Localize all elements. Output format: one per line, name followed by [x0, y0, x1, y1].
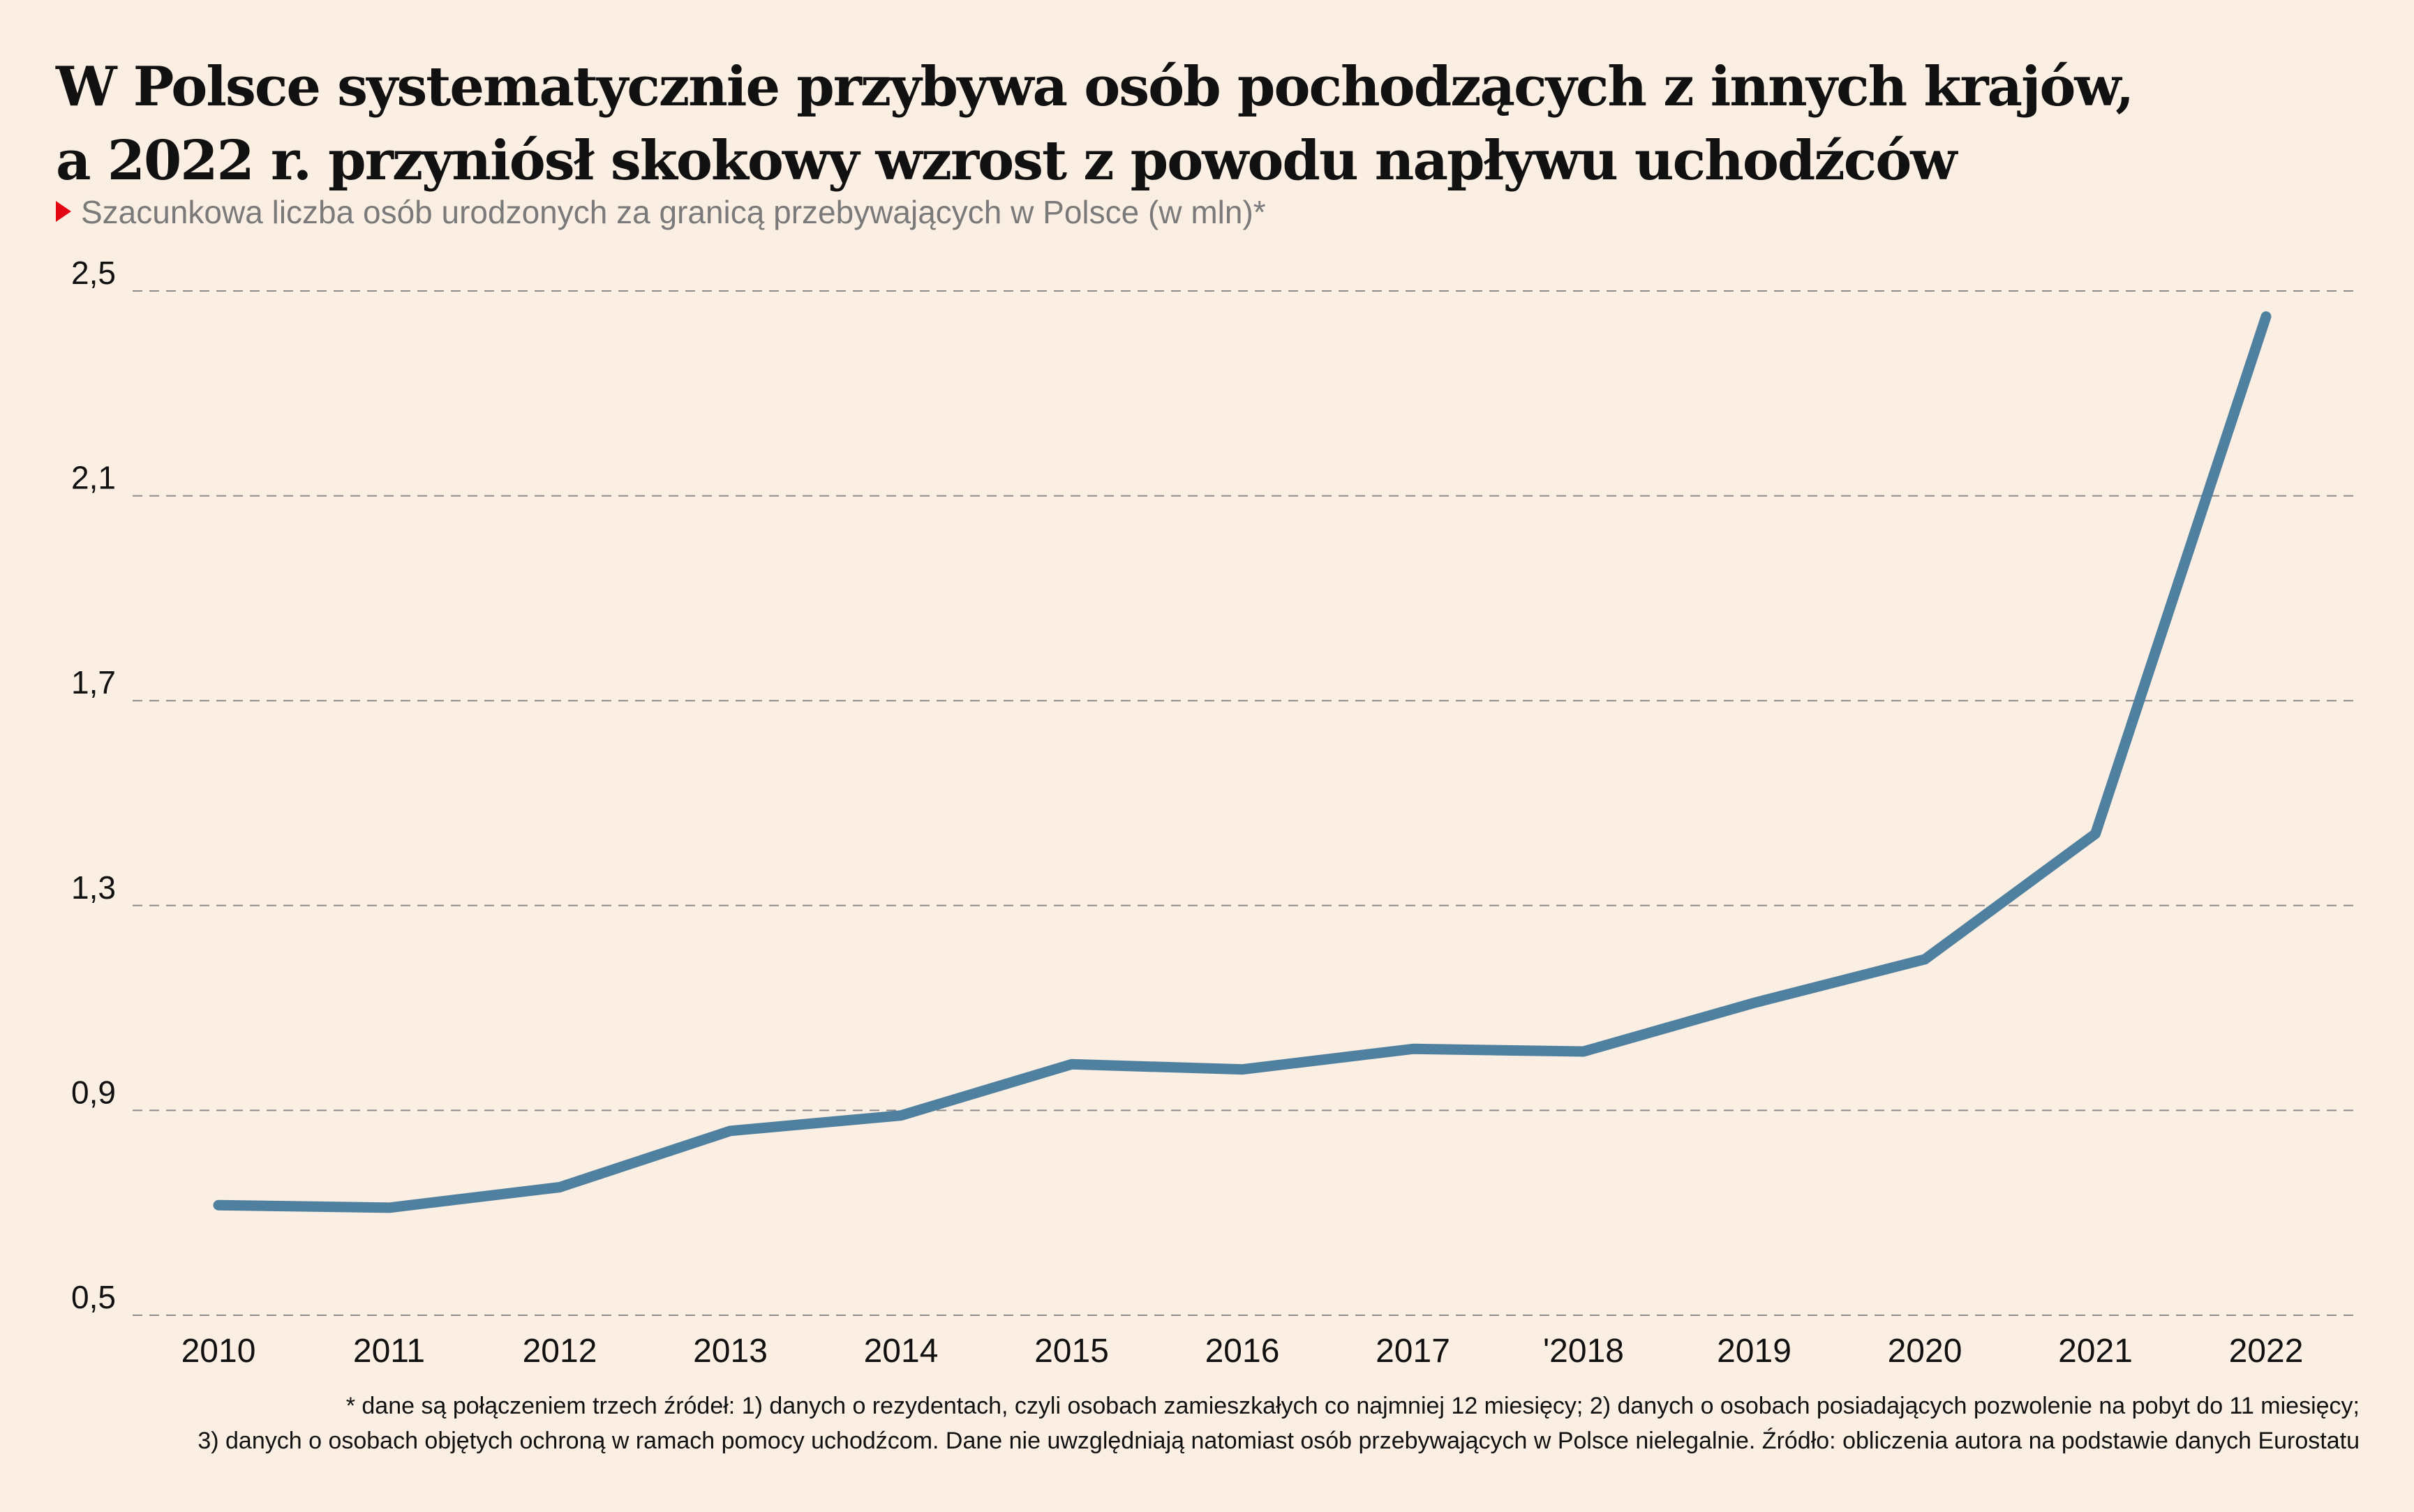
data-point	[559, 1187, 560, 1188]
x-tick-label: 2013	[693, 1333, 768, 1370]
data-point	[1413, 1048, 1414, 1049]
x-tick-label: 2015	[1034, 1333, 1109, 1370]
y-tick-label: 2,1	[71, 460, 116, 496]
x-tick-label: '2018	[1543, 1333, 1624, 1370]
x-tick-label: 2012	[523, 1333, 597, 1370]
data-point	[389, 1207, 390, 1208]
subtitle-text: Szacunkowa liczba osób urodzonych za gra…	[81, 194, 1266, 230]
y-tick-label: 2,5	[71, 255, 116, 291]
data-point	[1071, 1063, 1073, 1065]
x-tick-label: 2019	[1717, 1333, 1791, 1370]
x-tick-label: 2017	[1376, 1333, 1450, 1370]
y-tick-label: 1,7	[71, 664, 116, 701]
chart-title: W Polsce systematycznie przybywa osób po…	[56, 50, 2134, 198]
x-tick-label: 2014	[864, 1333, 939, 1370]
footnote-line-2: 3) danych o osobach objętych ochroną w r…	[198, 1428, 2360, 1454]
x-tick-label: 2016	[1205, 1333, 1280, 1370]
data-point	[2095, 833, 2096, 834]
y-tick-label: 0,5	[71, 1279, 116, 1315]
title-line-2: a 2022 r. przyniósł skokowy wzrost z pow…	[56, 129, 1957, 193]
x-tick-label: 2020	[1888, 1333, 1962, 1370]
x-tick-label: 2021	[2058, 1333, 2133, 1370]
data-point	[1242, 1069, 1243, 1070]
data-point	[730, 1130, 731, 1132]
data-point	[1924, 959, 1925, 960]
data-point	[218, 1204, 219, 1206]
data-point	[900, 1115, 902, 1116]
x-tick-label: 2022	[2229, 1333, 2304, 1370]
y-tick-label: 0,9	[71, 1074, 116, 1110]
series-line	[213, 311, 2272, 1213]
title-line-1: W Polsce systematycznie przybywa osób po…	[56, 55, 2134, 119]
footnote: * dane są połączeniem trzech źródeł: 1) …	[198, 1389, 2360, 1458]
y-tick-label: 1,3	[71, 869, 116, 906]
data-point	[1754, 1002, 1755, 1003]
data-point	[1583, 1051, 1584, 1052]
x-tick-label: 2011	[353, 1333, 425, 1370]
chart-subtitle: Szacunkowa liczba osób urodzonych za gra…	[56, 193, 1266, 231]
red-triangle-icon	[56, 201, 71, 222]
data-point	[2265, 316, 2267, 317]
footnote-line-1: * dane są połączeniem trzech źródeł: 1) …	[345, 1393, 2360, 1419]
x-tick-label: 2010	[181, 1333, 256, 1370]
